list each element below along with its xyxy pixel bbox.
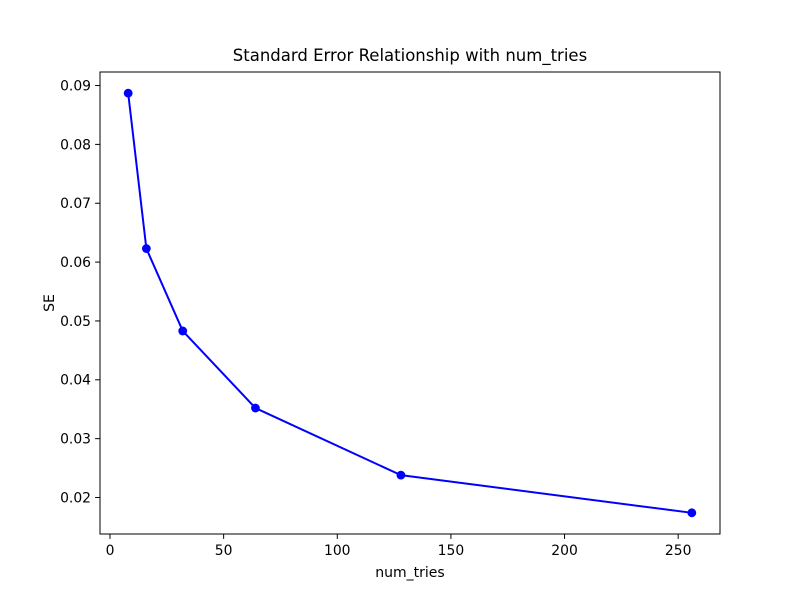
chart-title: Standard Error Relationship with num_tri… [233,46,587,66]
data-point [251,403,260,413]
x-tick-label: 0 [106,543,115,559]
data-point [141,244,151,253]
y-tick-label: 0.04 [60,373,91,389]
se-line [127,92,693,514]
y-tick-label: 0.05 [60,314,91,330]
data-point [396,470,406,480]
x-tick-label: 250 [665,543,692,559]
data-point [687,508,697,518]
plot-area [100,72,720,534]
y-tick-label: 0.02 [60,490,91,506]
x-tick-label: 100 [324,543,351,559]
plot-layer: 0 50 100 150 200 250 0.02 0.03 0.04 0.05 0.06 0.07 0… [60,71,721,559]
data-point [123,88,133,98]
plot-border [99,71,721,535]
x-tick-label: 50 [215,543,233,559]
y-tick-label: 0.07 [60,196,91,212]
y-axis-label: SE [42,294,58,312]
y-tick-label: 0.08 [60,137,91,153]
y-tick-label: 0.03 [60,432,91,448]
x-axis-label: num_tries [375,565,444,581]
data-point [178,326,188,336]
y-tick-label: 0.09 [60,78,91,94]
y-tick-label: 0.06 [60,255,91,271]
x-tick-label: 200 [551,543,578,559]
x-tick-label: 150 [438,543,465,559]
